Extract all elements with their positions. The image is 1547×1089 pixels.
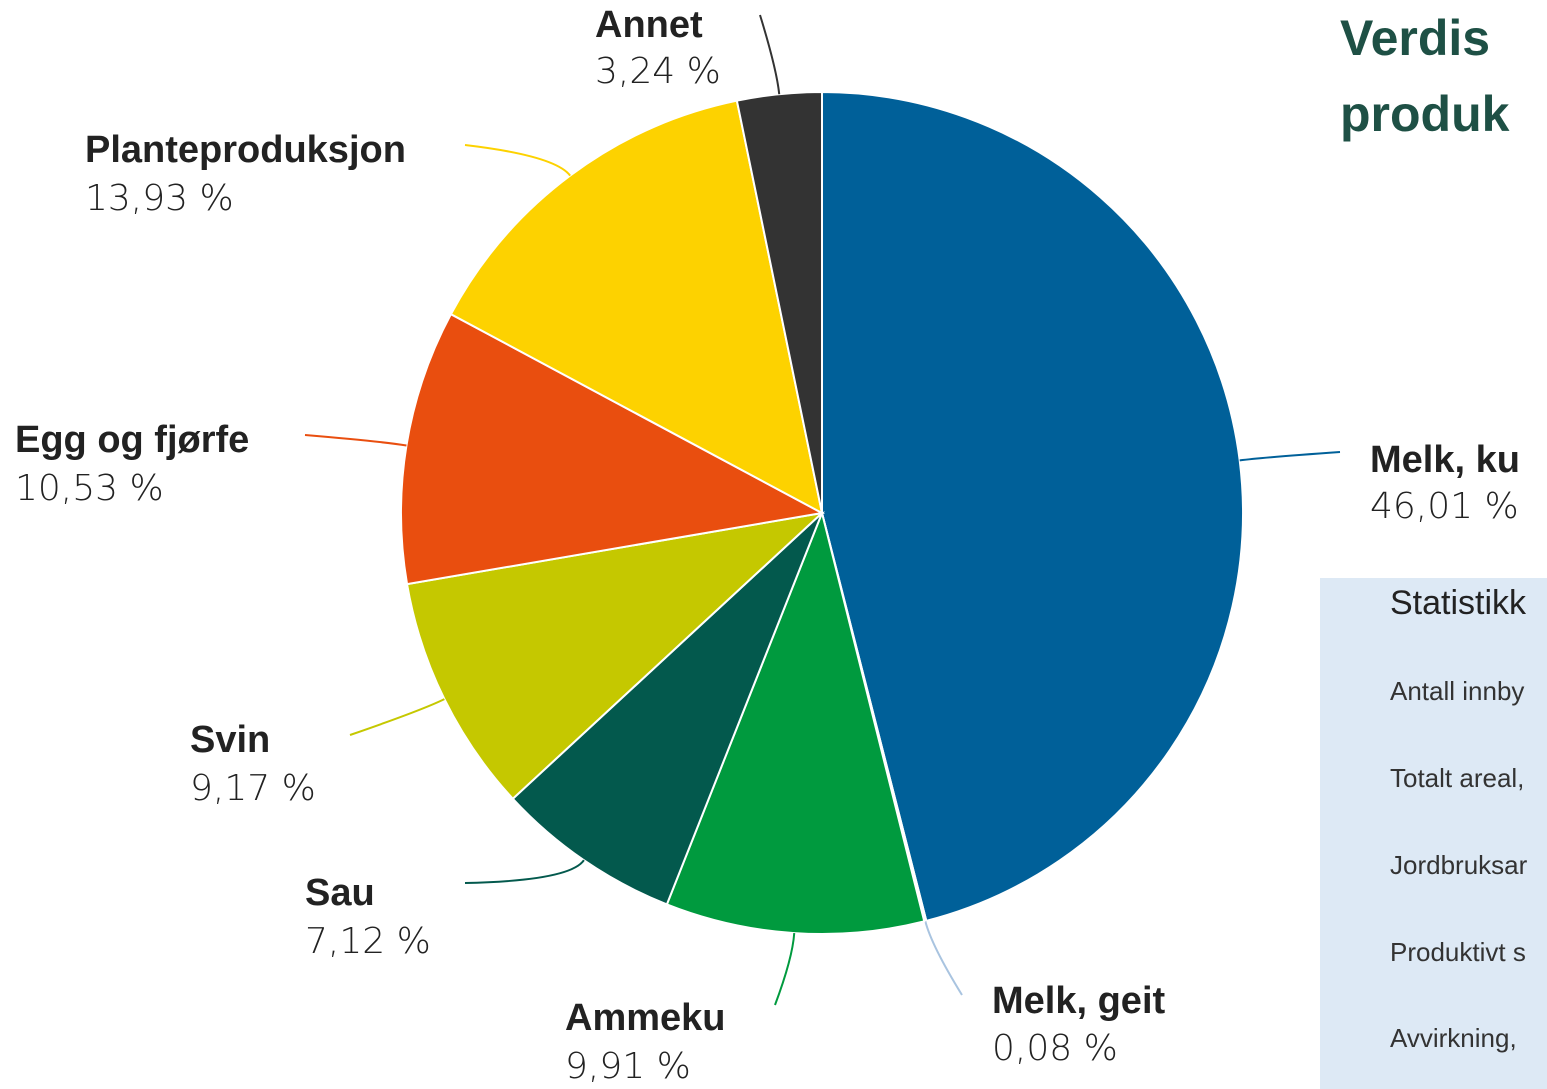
leader-line — [304, 434, 407, 447]
slice-value: 9,91 % — [565, 1046, 691, 1087]
leader-line — [1239, 451, 1341, 462]
slice-label: Melk, geit — [992, 980, 1165, 1022]
slice-label: Annet — [595, 4, 703, 46]
stats-row: Totalt areal, — [1390, 763, 1524, 793]
slice-label: Sau — [305, 872, 375, 914]
stats-row: Jordbruksar — [1390, 850, 1528, 880]
leader-line — [464, 859, 585, 884]
stats-row: Antall innby — [1390, 676, 1524, 706]
slice-label: Egg og fjørfe — [15, 419, 249, 461]
slice-value: 13,93 % — [85, 178, 234, 219]
slice-value: 9,17 % — [190, 768, 316, 809]
slice-label: Ammeku — [565, 997, 726, 1039]
slice-value: 3,24 % — [595, 51, 721, 92]
leader-line — [924, 920, 963, 996]
slice-label: Melk, ku — [1370, 439, 1520, 481]
stats-title: Statistikk — [1390, 584, 1527, 622]
pie-slice — [400, 312, 826, 586]
pie-slice — [821, 90, 1244, 923]
slice-value: 7,12 % — [305, 921, 431, 962]
slice-value: 0,08 % — [992, 1028, 1118, 1069]
leader-line — [349, 698, 445, 736]
pie-slice — [405, 511, 826, 801]
title-line: produk — [1340, 86, 1510, 142]
leader-line — [759, 14, 781, 95]
stats-row: Produktivt s — [1390, 937, 1526, 967]
slice-value: 10,53 % — [15, 468, 164, 509]
slice-label: Planteproduksjon — [85, 129, 406, 171]
leader-line — [464, 144, 571, 177]
slice-value: 46,01 % — [1370, 486, 1519, 527]
stats-row: Avvirkning, — [1390, 1023, 1517, 1053]
stats-box — [1320, 578, 1547, 1089]
leader-line — [774, 933, 796, 1006]
title-line: Verdis — [1340, 10, 1490, 66]
slice-label: Svin — [190, 719, 270, 761]
pie-slice — [511, 512, 823, 906]
